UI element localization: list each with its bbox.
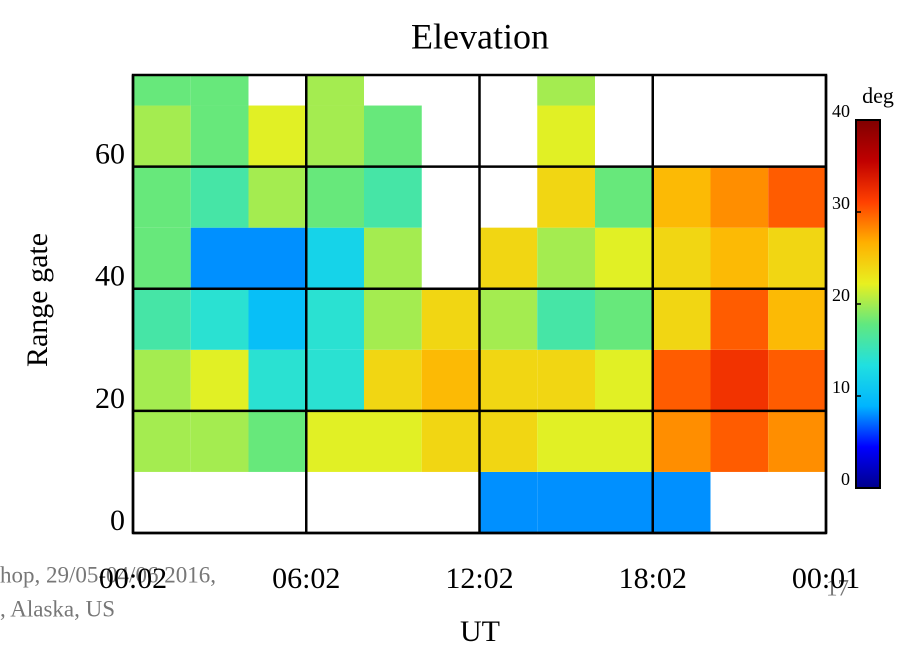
heatmap-cell bbox=[768, 410, 826, 472]
heatmap-cell bbox=[652, 288, 711, 350]
heatmap-cell bbox=[537, 410, 595, 472]
heatmap-cell bbox=[421, 349, 480, 411]
colorbar-tick-label: 40 bbox=[832, 101, 850, 121]
heatmap-cell bbox=[652, 166, 711, 228]
x-tick-label: 00:02 bbox=[99, 562, 167, 595]
heatmap-cell bbox=[364, 349, 422, 411]
x-axis-label: UT bbox=[460, 615, 500, 648]
heatmap-cell bbox=[537, 471, 595, 533]
footer-text: hop, 29/05-04/06 2016, bbox=[0, 562, 216, 587]
heatmap-cell bbox=[133, 227, 191, 289]
heatmap-cell bbox=[248, 410, 307, 472]
heatmap-cell bbox=[133, 166, 191, 228]
footer-text: , Alaska, US bbox=[0, 596, 115, 621]
heatmap-cell bbox=[190, 288, 249, 350]
heatmap-cell bbox=[537, 75, 595, 106]
heatmap-cell bbox=[190, 105, 249, 167]
heatmap-cell bbox=[306, 410, 364, 472]
heatmap-cell bbox=[652, 349, 711, 411]
y-tick-label: 0 bbox=[110, 504, 125, 537]
x-tick-label: 00:01 bbox=[792, 562, 860, 595]
x-tick-label: 06:02 bbox=[272, 562, 340, 595]
heatmap-cell bbox=[479, 288, 538, 350]
heatmap-cell bbox=[190, 227, 249, 289]
colorbar-tick-label: 20 bbox=[832, 285, 850, 305]
heatmap-cell bbox=[537, 166, 595, 228]
heatmap-cell bbox=[190, 166, 249, 228]
x-tick-label: 18:02 bbox=[619, 562, 687, 595]
y-tick-label: 20 bbox=[95, 382, 125, 415]
heatmap-cell bbox=[652, 410, 711, 472]
heatmap-cell bbox=[306, 288, 364, 350]
heatmap-cell bbox=[421, 288, 480, 350]
heatmap-cell bbox=[479, 227, 538, 289]
heatmap-cell bbox=[133, 288, 191, 350]
heatmap-cell bbox=[248, 349, 307, 411]
heatmap-cell bbox=[479, 471, 538, 533]
heatmap-cell bbox=[248, 227, 307, 289]
heatmap-cell bbox=[306, 75, 364, 106]
heatmap-cell bbox=[133, 105, 191, 167]
heatmap-cell bbox=[652, 471, 711, 533]
heatmap-cell bbox=[133, 349, 191, 411]
heatmap-cell bbox=[133, 410, 191, 472]
heatmap-cell bbox=[364, 288, 422, 350]
heatmap-cell bbox=[364, 105, 422, 167]
heatmap-cell bbox=[595, 288, 653, 350]
heatmap-cell bbox=[537, 227, 595, 289]
heatmap-cell bbox=[479, 349, 538, 411]
heatmap-cell bbox=[537, 349, 595, 411]
heatmap-cell bbox=[133, 75, 191, 106]
heatmap-cell bbox=[364, 410, 422, 472]
heatmap-cell bbox=[595, 471, 653, 533]
heatmap-cell bbox=[537, 105, 595, 167]
heatmap-cell bbox=[595, 227, 653, 289]
heatmap-cell bbox=[768, 288, 826, 350]
heatmap-cell bbox=[595, 349, 653, 411]
heatmap-cell bbox=[306, 227, 364, 289]
heatmap-cell bbox=[306, 349, 364, 411]
heatmap-cell bbox=[364, 166, 422, 228]
heatmap-cell bbox=[537, 288, 595, 350]
x-tick-label: 12:02 bbox=[445, 562, 513, 595]
colorbar-tick-label: 10 bbox=[832, 377, 850, 397]
heatmap-cell bbox=[710, 349, 769, 411]
heatmap-cell bbox=[710, 410, 769, 472]
heatmap-cell bbox=[710, 288, 769, 350]
heatmap-cell bbox=[190, 410, 249, 472]
heatmap-cell bbox=[190, 75, 249, 106]
heatmap-cell bbox=[768, 349, 826, 411]
heatmap-cell bbox=[248, 288, 307, 350]
heatmap-cell bbox=[768, 166, 826, 228]
heatmap-cell bbox=[710, 227, 769, 289]
heatmap-cell bbox=[768, 227, 826, 289]
colorbar-label: deg bbox=[862, 83, 894, 108]
plot-frame bbox=[131, 73, 828, 535]
heatmap-cell bbox=[306, 105, 364, 167]
heatmap-cell bbox=[306, 166, 364, 228]
y-tick-label: 40 bbox=[95, 260, 125, 293]
heatmap-cell bbox=[710, 166, 769, 228]
page-number: 17 bbox=[826, 575, 849, 600]
chart-title: Elevation bbox=[411, 16, 549, 56]
heatmap-cell bbox=[595, 410, 653, 472]
heatmap-cell bbox=[248, 105, 307, 167]
y-tick-label: 60 bbox=[95, 137, 125, 170]
colorbar-tick-label: 0 bbox=[841, 469, 850, 489]
heatmap-cell bbox=[421, 410, 480, 472]
heatmap-cell bbox=[479, 410, 538, 472]
heatmap-cell bbox=[652, 227, 711, 289]
y-axis-label: Range gate bbox=[21, 233, 54, 367]
heatmap-cell bbox=[248, 166, 307, 228]
heatmap-cell bbox=[364, 227, 422, 289]
heatmap-cell bbox=[190, 349, 249, 411]
heatmap-cell bbox=[595, 166, 653, 228]
colorbar-tick-label: 30 bbox=[832, 193, 850, 213]
